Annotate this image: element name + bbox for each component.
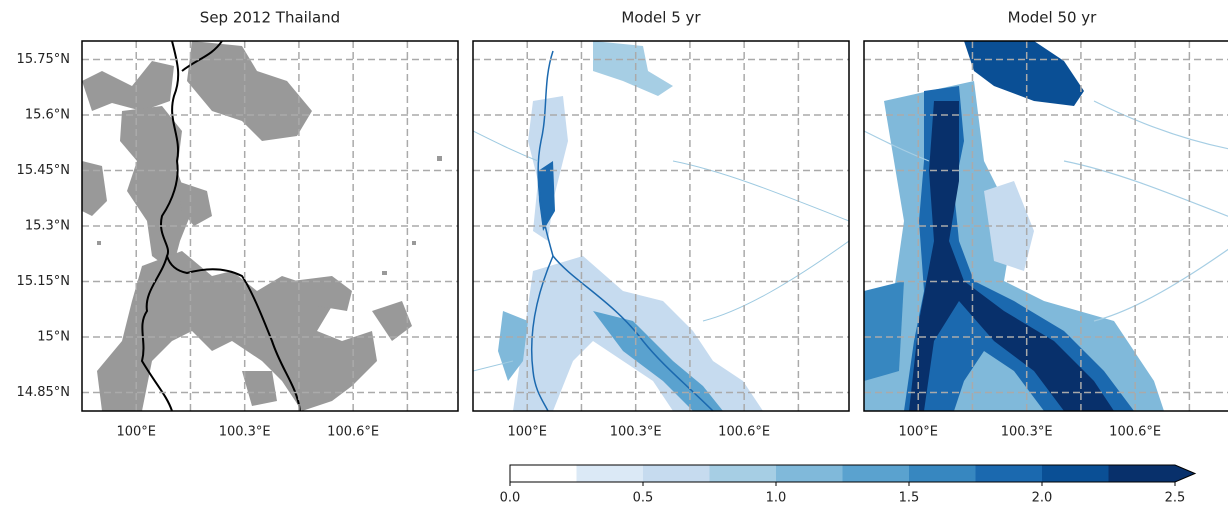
colorbar-bin: [643, 465, 710, 482]
lat-label: 15.45°N: [17, 163, 70, 178]
panel-title: Model 5 yr: [621, 9, 701, 27]
lat-label: 15.3°N: [25, 219, 70, 234]
lon-label: 100.6°E: [1109, 425, 1161, 440]
colorbar-tick-label: 2.0: [1032, 491, 1053, 506]
colorbar-bin: [776, 465, 843, 482]
panel-frame: [472, 40, 850, 412]
panel-title: Sep 2012 Thailand: [200, 9, 340, 27]
lat-label: 15.15°N: [17, 274, 70, 289]
lon-label: 100°E: [898, 425, 938, 440]
lon-label: 100°E: [507, 425, 547, 440]
lon-label: 100°E: [116, 425, 156, 440]
panel-title: Model 50 yr: [1008, 9, 1098, 27]
colorbar-tick-label: 0.5: [633, 491, 654, 506]
colorbar-extension: [1175, 465, 1195, 482]
colorbar-tick-label: 0.0: [500, 491, 521, 506]
lon-label: 100.6°E: [327, 425, 379, 440]
lat-label: 14.85°N: [17, 385, 70, 400]
lon-label: 100.3°E: [610, 425, 662, 440]
lat-label: 15°N: [37, 330, 70, 345]
observed-map: [82, 41, 442, 411]
panel-frame: [81, 40, 459, 412]
colorbar-bin: [975, 465, 1042, 482]
lon-label: 100.6°E: [718, 425, 770, 440]
colorbar-bin: [1042, 465, 1109, 482]
colorbar-bin: [510, 465, 577, 482]
colorbar-tick-label: 1.5: [899, 491, 920, 506]
model-50yr-map: [864, 41, 1228, 411]
colorbar-tick-label: 1.0: [766, 491, 787, 506]
colorbar-bin: [576, 465, 643, 482]
colorbar-tick-label: 2.5: [1165, 491, 1186, 506]
colorbar-bin: [909, 465, 976, 482]
colorbar-bin: [1108, 465, 1175, 482]
colorbar-bin: [709, 465, 776, 482]
lat-label: 15.6°N: [25, 108, 70, 123]
panel-frame: [863, 40, 1228, 412]
lat-label: 15.75°N: [17, 52, 70, 67]
lon-label: 100.3°E: [219, 425, 271, 440]
colorbar-frame: [509, 464, 1197, 483]
lon-label: 100.3°E: [1001, 425, 1053, 440]
overlay: Sep 2012 Thailand 15.75°N 15.6°N 15.45°N 15.…: [17, 9, 1228, 506]
colorbar-bin: [842, 465, 909, 482]
